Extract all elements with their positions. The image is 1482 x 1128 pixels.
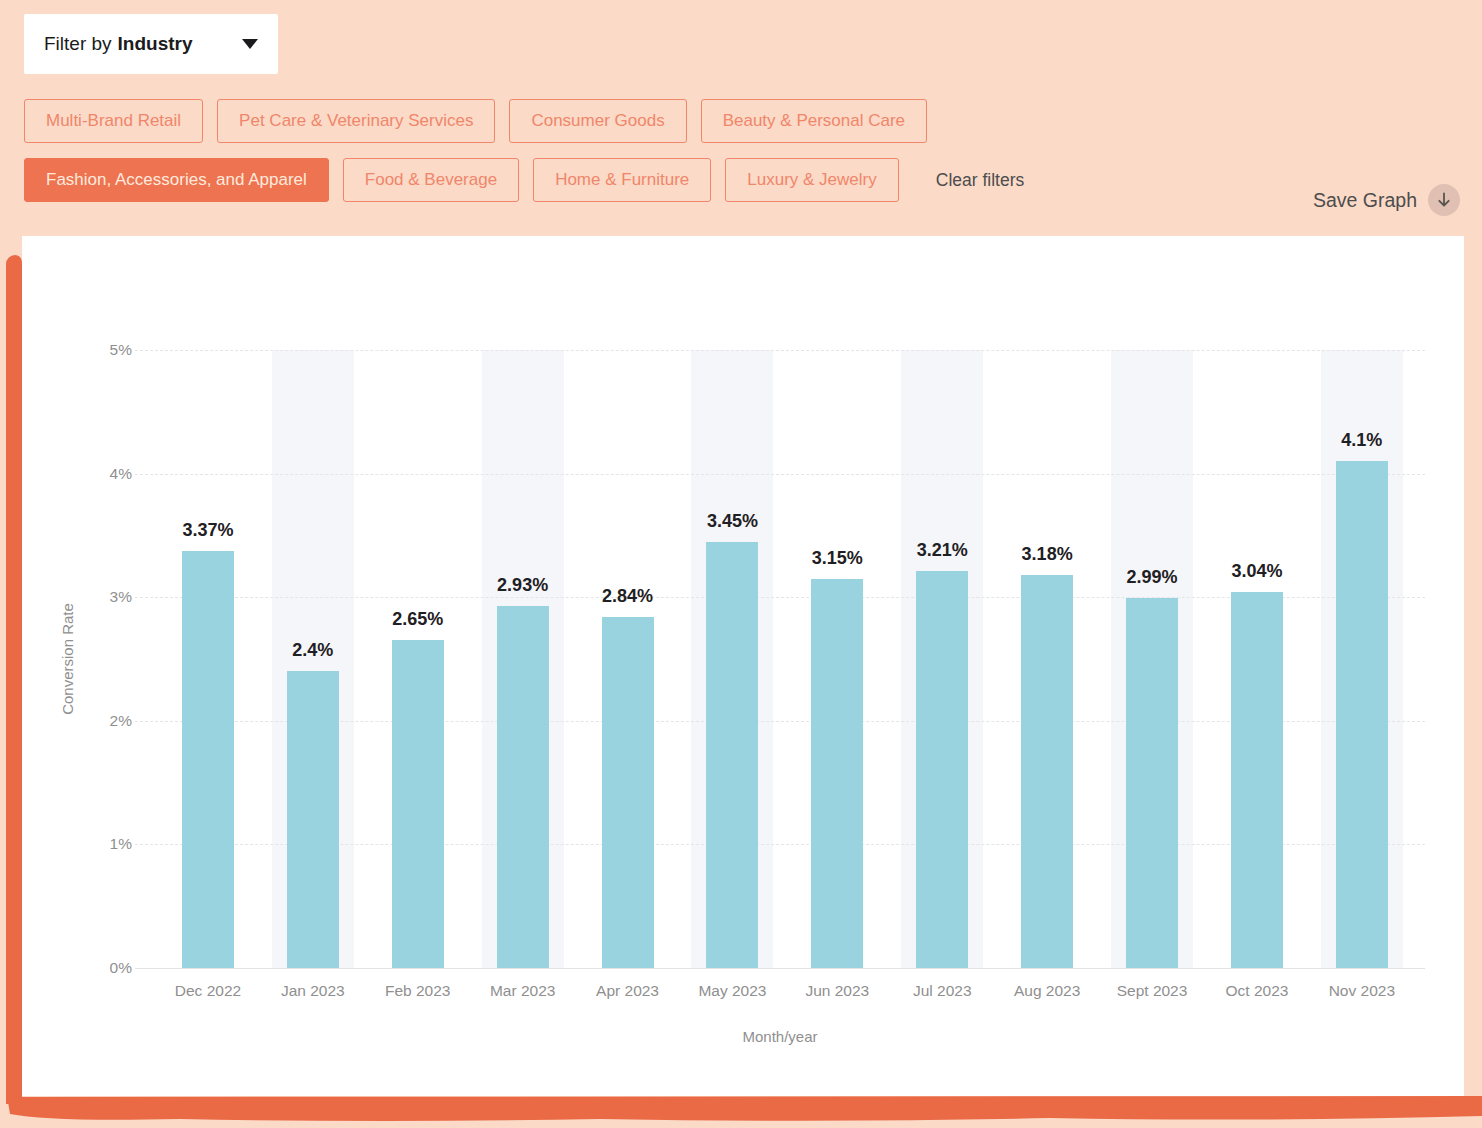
chip-row-2: Fashion, Accessories, and Apparel Food &… bbox=[24, 158, 1030, 202]
bar bbox=[392, 640, 444, 968]
chip-fashion-accessories-apparel[interactable]: Fashion, Accessories, and Apparel bbox=[24, 158, 329, 202]
chart-card: Conversion Rate Month/year 0% 1% 2% 3% 4% 5% 3… bbox=[22, 236, 1464, 1096]
bar-value-label: 2.65% bbox=[355, 609, 480, 630]
bar bbox=[811, 579, 863, 968]
bar-value-label: 4.1% bbox=[1299, 430, 1424, 451]
save-graph-label: Save Graph bbox=[1313, 189, 1417, 212]
chip-pet-care-veterinary-services[interactable]: Pet Care & Veterinary Services bbox=[217, 99, 495, 143]
chart-area: Conversion Rate Month/year 0% 1% 2% 3% 4% 5% 3… bbox=[22, 236, 1464, 1096]
bottom-brush-stroke bbox=[0, 1090, 1482, 1128]
bar bbox=[1126, 598, 1178, 968]
bar-value-label: 3.04% bbox=[1195, 561, 1320, 582]
bar-value-label: 2.4% bbox=[250, 640, 375, 661]
bar-value-label: 3.37% bbox=[146, 520, 271, 541]
chip-luxury-jewelry[interactable]: Luxury & Jewelry bbox=[725, 158, 898, 202]
y-tick-label: 0% bbox=[22, 959, 132, 977]
bar-value-label: 2.84% bbox=[565, 586, 690, 607]
download-arrow-icon[interactable] bbox=[1428, 184, 1460, 216]
bar bbox=[706, 542, 758, 968]
gridline bbox=[135, 350, 1425, 351]
bar-value-label: 3.45% bbox=[670, 511, 795, 532]
chip-home-furniture[interactable]: Home & Furniture bbox=[533, 158, 711, 202]
chip-row-1: Multi-Brand Retail Pet Care & Veterinary… bbox=[24, 99, 927, 143]
bar bbox=[182, 551, 234, 968]
gridline bbox=[135, 474, 1425, 475]
bar-value-label: 3.18% bbox=[985, 544, 1110, 565]
y-tick-label: 2% bbox=[22, 712, 132, 730]
bar bbox=[497, 606, 549, 968]
save-graph-button[interactable]: Save Graph bbox=[1313, 184, 1460, 216]
chip-consumer-goods[interactable]: Consumer Goods bbox=[509, 99, 686, 143]
chip-food-beverage[interactable]: Food & Beverage bbox=[343, 158, 519, 202]
bar bbox=[1336, 461, 1388, 968]
filter-by-label: Filter by bbox=[44, 33, 112, 55]
x-axis-baseline bbox=[135, 968, 1425, 969]
x-tick-label: Nov 2023 bbox=[1299, 982, 1424, 1000]
y-axis-title: Conversion Rate bbox=[59, 603, 76, 715]
y-tick-label: 1% bbox=[22, 835, 132, 853]
chip-multi-brand-retail[interactable]: Multi-Brand Retail bbox=[24, 99, 203, 143]
bar bbox=[1231, 592, 1283, 968]
bar bbox=[916, 571, 968, 968]
left-brush-stroke bbox=[6, 255, 22, 1104]
chip-beauty-personal-care[interactable]: Beauty & Personal Care bbox=[701, 99, 927, 143]
y-tick-label: 3% bbox=[22, 588, 132, 606]
bar bbox=[602, 617, 654, 968]
y-tick-label: 4% bbox=[22, 465, 132, 483]
y-tick-label: 5% bbox=[22, 341, 132, 359]
chevron-down-icon bbox=[242, 39, 258, 49]
clear-filters-button[interactable]: Clear filters bbox=[930, 169, 1031, 192]
filter-by-dropdown[interactable]: Filter by Industry bbox=[24, 14, 278, 74]
x-axis-title: Month/year bbox=[135, 1028, 1425, 1045]
bar bbox=[1021, 575, 1073, 968]
filter-category-label: Industry bbox=[118, 33, 193, 55]
bar bbox=[287, 671, 339, 968]
